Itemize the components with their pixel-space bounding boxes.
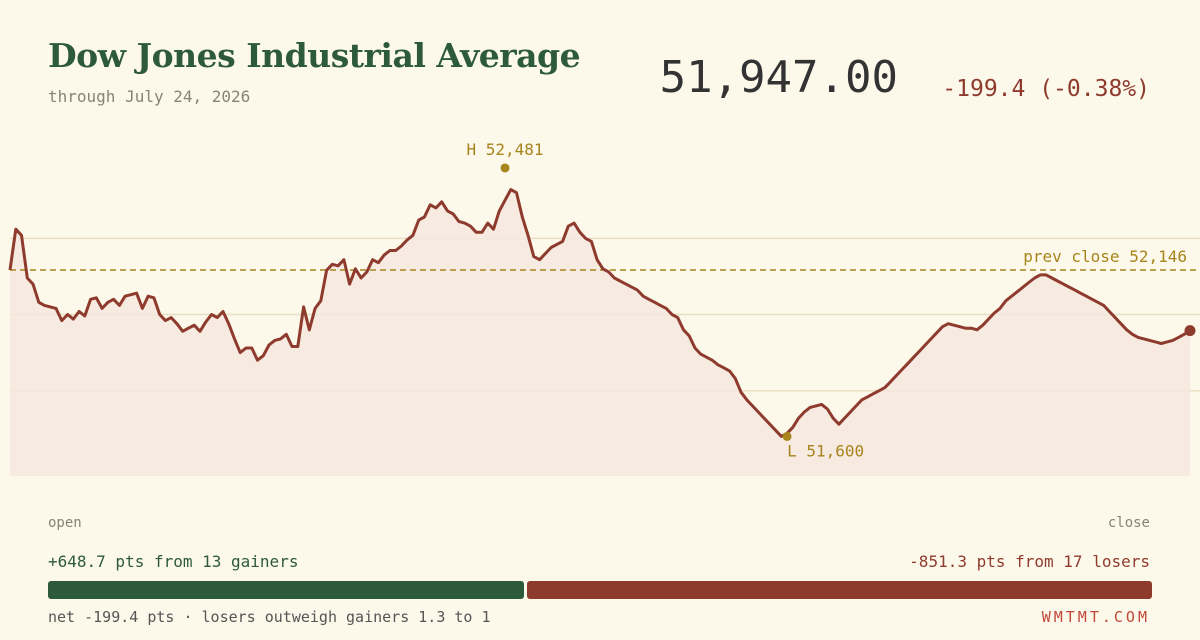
brand-logo: WMTMT.COM xyxy=(1041,608,1150,626)
gainers-bar xyxy=(48,581,524,599)
price-area xyxy=(10,189,1190,476)
losers-summary: -851.3 pts from 17 losers xyxy=(909,552,1150,571)
net-summary: net -199.4 pts · losers outweigh gainers… xyxy=(48,608,491,626)
low-marker xyxy=(782,431,792,441)
price-line-chart: prev close 52,146 H 52,481 L 51,600 xyxy=(8,140,1200,476)
losers-bar xyxy=(527,581,1152,599)
high-marker xyxy=(500,163,510,173)
high-label: H 52,481 xyxy=(466,140,543,159)
x-axis-end-label: close xyxy=(1107,515,1150,531)
price-line xyxy=(8,188,1191,438)
page-title: Dow Jones Industrial Average xyxy=(48,36,581,75)
date-subtitle: through July 24, 2026 xyxy=(48,87,251,106)
x-axis-start-label: open xyxy=(48,515,82,531)
last-price-marker xyxy=(1184,325,1196,337)
prev-close-label: prev close 52,146 xyxy=(1023,247,1187,266)
gainers-summary: +648.7 pts from 13 gainers xyxy=(48,552,299,571)
price-change: -199.4 (-0.38%) xyxy=(942,76,1150,102)
current-price: 51,947.00 xyxy=(659,52,898,103)
low-label: L 51,600 xyxy=(787,441,864,460)
